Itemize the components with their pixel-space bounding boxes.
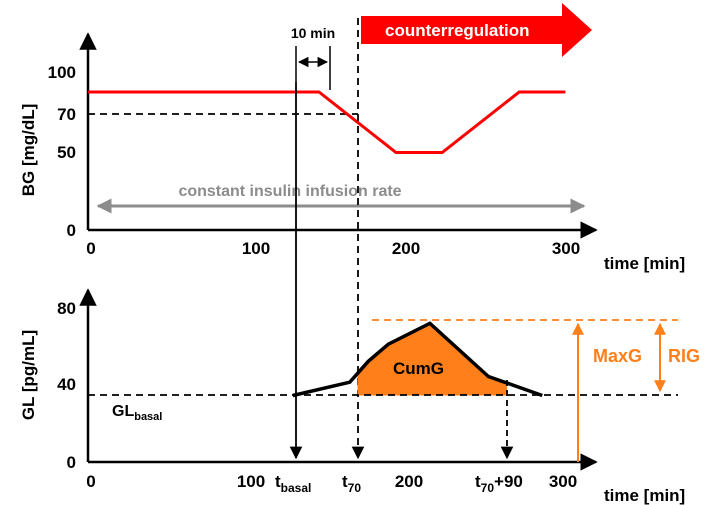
bg-panel: 0 50 70 100 0 100 200 300 BG [mg/dL] tim… xyxy=(19,3,685,273)
bg-x-tick-200: 200 xyxy=(392,239,420,258)
t70-label: t70 xyxy=(342,472,361,495)
bg-y-tick-70: 70 xyxy=(57,105,76,124)
t-basal-label: tbasal xyxy=(275,472,311,495)
gl-curve xyxy=(292,321,543,398)
insulin-infusion-label: constant insulin infusion rate xyxy=(178,183,401,200)
bg-x-tick-0: 0 xyxy=(86,239,95,258)
bg-y-tick-50: 50 xyxy=(57,143,76,162)
bg-y-axis-title: BG [mg/dL] xyxy=(19,104,38,197)
rig-label: RIG xyxy=(668,346,700,366)
bg-x-tick-100: 100 xyxy=(242,239,270,258)
gl-x-tick-200: 200 xyxy=(395,472,423,491)
t70-plus-90-label: t70+90 xyxy=(475,472,523,495)
cumg-label: CumG xyxy=(393,359,444,378)
gl-x-tick-300: 300 xyxy=(549,472,577,491)
bg-curve xyxy=(88,90,566,154)
gl-y-tick-0: 0 xyxy=(67,453,76,472)
bg-x-axis-title: time [min] xyxy=(604,254,685,273)
gl-x-tick-100: 100 xyxy=(237,472,265,491)
maxg-label: MaxG xyxy=(593,346,642,366)
bg-y-tick-0: 0 xyxy=(67,221,76,240)
gl-x-axis-title: time [min] xyxy=(604,486,685,505)
gl-basal-label: GLbasal xyxy=(112,403,162,423)
counterregulation-arrow xyxy=(361,3,592,57)
bg-y-tick-100: 100 xyxy=(48,63,76,82)
gl-y-tick-80: 80 xyxy=(57,299,76,318)
gl-y-axis-title: GL [pg/mL] xyxy=(19,330,38,420)
gl-panel: 0 40 80 0 100 200 300 GL [pg/mL] time [m… xyxy=(19,288,700,505)
counterregulation-label: counterregulation xyxy=(385,21,530,40)
gl-x-tick-0: 0 xyxy=(86,472,95,491)
interval-label: 10 min xyxy=(291,25,335,41)
gl-y-tick-40: 40 xyxy=(57,375,76,394)
bg-x-tick-300: 300 xyxy=(552,239,580,258)
